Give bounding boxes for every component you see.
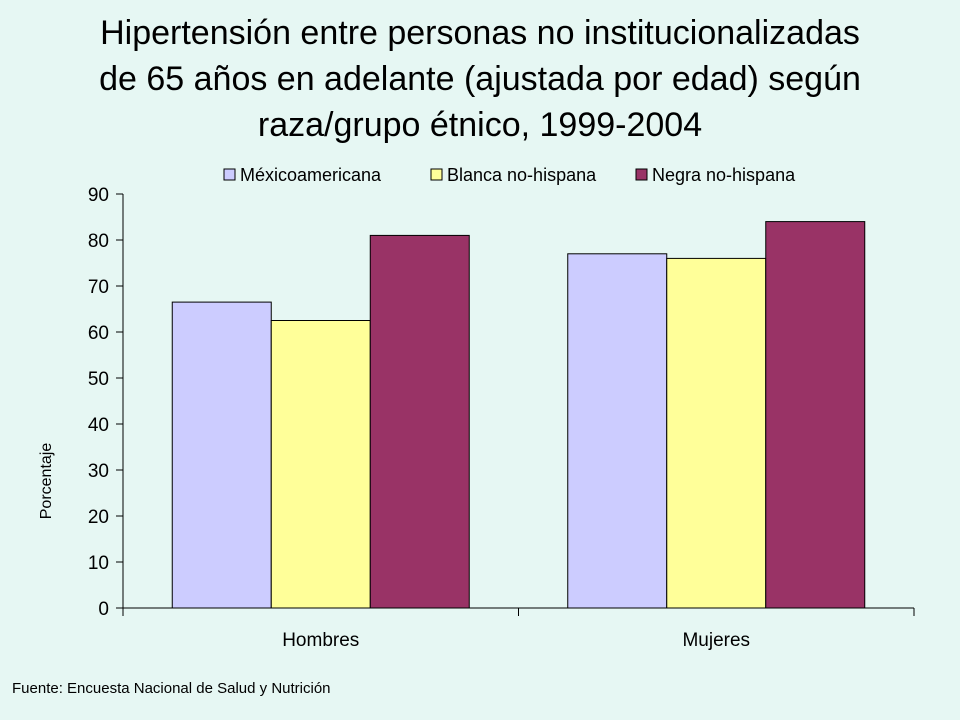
legend-swatch-3 — [635, 168, 648, 181]
legend-label-2: Blanca no-hispana — [447, 165, 597, 185]
bar-2-hombres — [270, 320, 371, 609]
chart-title-line-2: de 65 años en adelante (ajustada por eda… — [99, 60, 861, 98]
y-axis-label: Porcentaje — [38, 443, 55, 520]
chart-title-line-1: Hipertensión entre personas no instituci… — [100, 14, 860, 52]
y-tick-label-20: 20 — [88, 507, 109, 528]
legend-label-1: Méxicoamericana — [240, 165, 382, 185]
chart-title-line-3: raza/grupo étnico, 1999-2004 — [257, 106, 703, 144]
bar-1-mujeres — [567, 253, 668, 609]
source-note: Fuente: Encuesta Nacional de Salud y Nut… — [12, 680, 331, 697]
bar-2-mujeres — [666, 257, 767, 609]
y-tick-label-50: 50 — [88, 369, 109, 390]
bar-1-hombres — [171, 301, 272, 609]
legend-swatch-1 — [223, 168, 236, 181]
x-tick-label-mujeres: Mujeres — [682, 630, 750, 651]
y-tick-label-70: 70 — [88, 277, 109, 298]
legend-swatch-2 — [430, 168, 443, 181]
y-tick-label-90: 90 — [88, 185, 109, 206]
y-tick-label-30: 30 — [88, 461, 109, 482]
y-tick-label-80: 80 — [88, 231, 109, 252]
chart-title: Hipertensión entre personas no instituci… — [20, 10, 940, 148]
y-tick-label-0: 0 — [98, 599, 109, 620]
legend-label-3: Negra no-hispana — [652, 165, 796, 185]
x-tick-label-hombres: Hombres — [282, 630, 359, 651]
y-tick-label-60: 60 — [88, 323, 109, 344]
bar-3-hombres — [369, 234, 470, 609]
y-tick-label-10: 10 — [88, 553, 109, 574]
y-tick-label-40: 40 — [88, 415, 109, 436]
bar-3-mujeres — [765, 221, 866, 609]
